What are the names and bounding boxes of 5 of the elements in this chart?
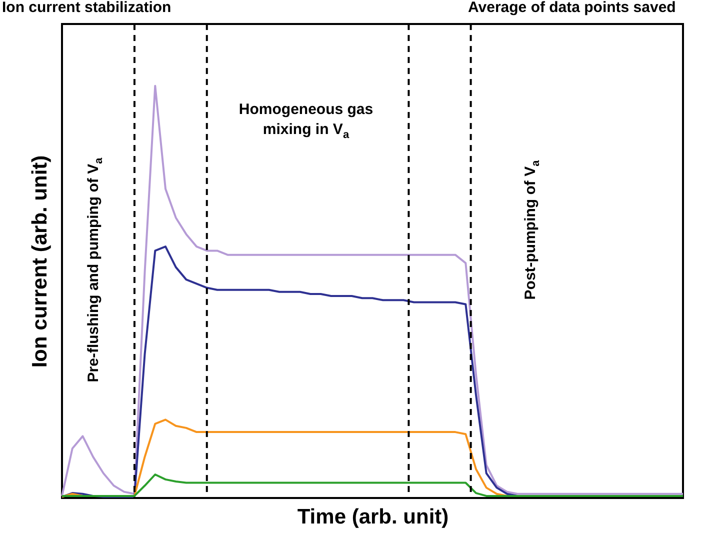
annotation: Homogeneous gas mixing in V$_{a}$ bbox=[238, 100, 374, 142]
y-axis-title: Ion current (arb. unit) bbox=[28, 155, 52, 368]
text: Average of data points saved bbox=[468, 0, 676, 18]
text: Ion current stabilization bbox=[2, 0, 172, 18]
x-axis-title: Time (arb. unit) bbox=[297, 506, 449, 528]
